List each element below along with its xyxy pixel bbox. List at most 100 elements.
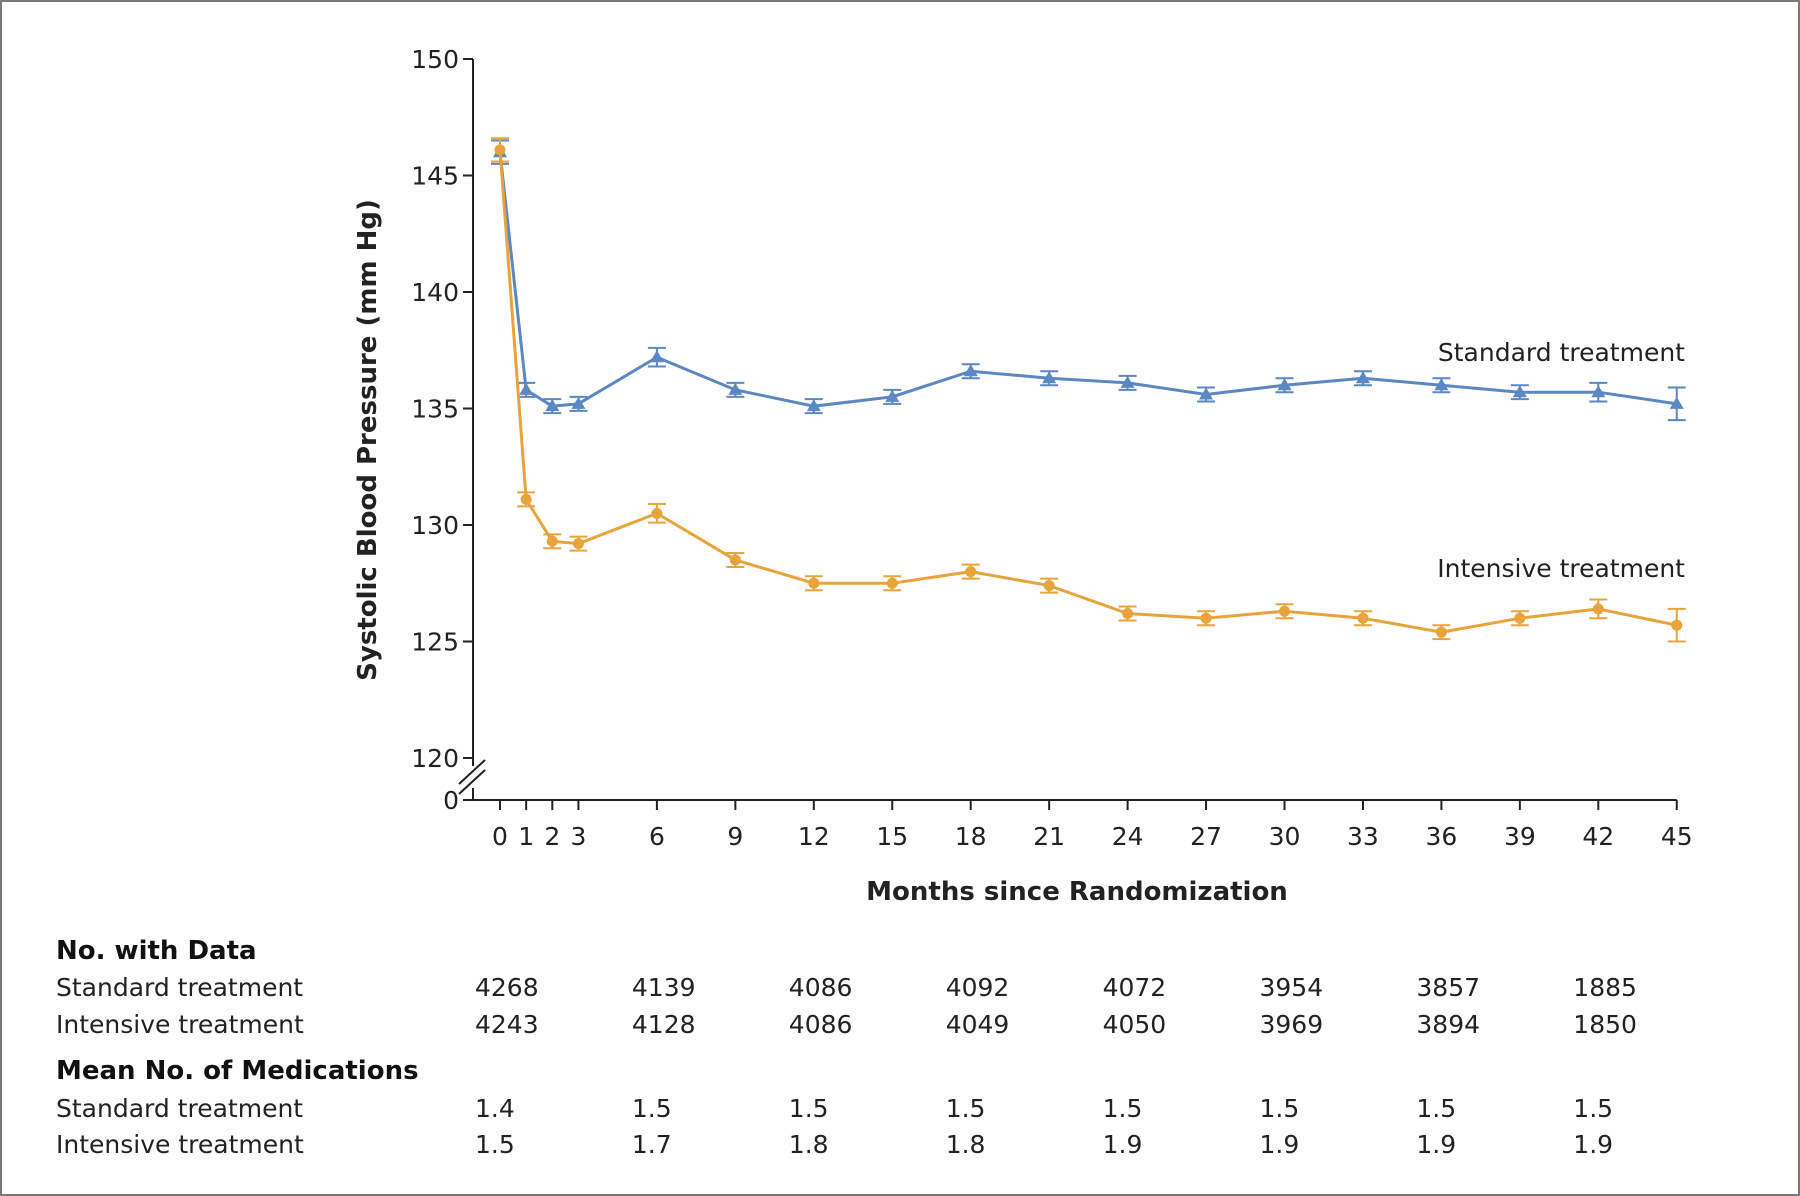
table-cell: 1.5 <box>1573 1094 1613 1123</box>
x-tick-label: 33 <box>1347 822 1379 851</box>
table-cell: 1885 <box>1573 973 1637 1002</box>
no-with-data-intensive-label: Intensive treatment <box>56 1010 304 1039</box>
table-cell: 4243 <box>475 1010 539 1039</box>
data-point <box>1355 371 1370 384</box>
x-tick-label: 18 <box>955 822 987 851</box>
table-cell: 1.8 <box>946 1130 986 1159</box>
y-tick-label: 120 <box>411 744 459 773</box>
y-tick-label: 150 <box>411 45 459 74</box>
x-tick-label: 36 <box>1425 822 1457 851</box>
data-point <box>965 566 977 578</box>
table-cell: 4268 <box>475 973 539 1002</box>
data-point <box>1120 375 1135 388</box>
y-tick-label: 135 <box>411 395 459 424</box>
data-point <box>1200 612 1212 624</box>
data-point <box>1043 580 1055 592</box>
table-cell: 1.9 <box>1416 1130 1456 1159</box>
table-cells: 4268 4139 4086 4092 4072 3954 3857 1885 4243 4128… <box>475 973 1637 1159</box>
medications-standard-label: Standard treatment <box>56 1094 303 1123</box>
data-point <box>1591 385 1606 398</box>
y-axis-title: Systolic Blood Pressure (mm Hg) <box>353 199 383 681</box>
standard-series-label: Standard treatment <box>1438 338 1685 367</box>
no-with-data-heading: No. with Data <box>56 936 257 966</box>
table-cell: 4050 <box>1103 1010 1167 1039</box>
table-cell: 4049 <box>946 1010 1010 1039</box>
table-cell: 1.5 <box>475 1130 515 1159</box>
x-tick-label: 42 <box>1582 822 1614 851</box>
table-cell: 1.5 <box>1416 1094 1456 1123</box>
data-point <box>1669 396 1684 409</box>
series-group <box>491 137 1686 643</box>
x-tick-label: 45 <box>1661 822 1693 851</box>
data-point <box>1199 387 1214 400</box>
x-axis-title: Months since Randomization <box>866 877 1288 907</box>
x-tick-label: 24 <box>1112 822 1144 851</box>
table-cell: 4072 <box>1103 973 1167 1002</box>
table-cell: 1.9 <box>1260 1130 1300 1159</box>
data-point <box>729 554 741 566</box>
table-cell: 4092 <box>946 973 1010 1002</box>
x-tick-label: 21 <box>1033 822 1065 851</box>
x-tick-label: 9 <box>727 822 743 851</box>
table-cell: 3969 <box>1260 1010 1324 1039</box>
data-point <box>963 364 978 377</box>
x-tick-label: 6 <box>649 822 665 851</box>
table-cell: 1.4 <box>475 1094 515 1123</box>
no-with-data-standard-label: Standard treatment <box>56 973 303 1002</box>
table-cell: 1.5 <box>946 1094 986 1123</box>
data-point <box>545 399 560 412</box>
data-point <box>1042 371 1057 384</box>
data-point <box>649 350 664 363</box>
series-line <box>498 152 1677 408</box>
table-cell: 1.9 <box>1573 1130 1613 1159</box>
data-point <box>520 493 532 505</box>
data-point <box>808 577 820 589</box>
x-tick-label: 3 <box>570 822 586 851</box>
table-cell: 1.9 <box>1103 1130 1143 1159</box>
axis-break-mark <box>458 769 486 795</box>
data-point <box>571 396 586 409</box>
data-point <box>1514 612 1526 624</box>
data-point <box>546 535 558 547</box>
data-point <box>728 382 743 395</box>
data-table: No. with Data Standard treatment Intensi… <box>56 936 1637 1159</box>
table-cell: 4086 <box>789 973 853 1002</box>
x-tick-label: 2 <box>544 822 560 851</box>
data-point <box>1122 608 1134 620</box>
data-point <box>1512 385 1527 398</box>
x-tick-label: 39 <box>1504 822 1536 851</box>
data-point <box>1357 612 1369 624</box>
table-cell: 4139 <box>632 973 696 1002</box>
y-tick-label: 140 <box>411 278 459 307</box>
data-point <box>885 389 900 402</box>
x-tick-label: 30 <box>1269 822 1301 851</box>
data-point <box>806 399 821 412</box>
x-tick-label: 12 <box>798 822 830 851</box>
data-point <box>1435 626 1447 638</box>
table-cell: 4128 <box>632 1010 696 1039</box>
intensive-series-label: Intensive treatment <box>1437 554 1685 583</box>
table-cell: 1.5 <box>632 1094 672 1123</box>
data-point <box>1277 378 1292 391</box>
data-point <box>572 538 584 550</box>
data-point <box>1671 619 1683 631</box>
series-layer <box>491 137 1686 643</box>
y-tick-label: 145 <box>411 162 459 191</box>
table-cell: 1.8 <box>789 1130 829 1159</box>
table-cell: 3954 <box>1260 973 1324 1002</box>
data-point <box>1434 378 1449 391</box>
medications-intensive-label: Intensive treatment <box>56 1130 304 1159</box>
table-cell: 4086 <box>789 1010 853 1039</box>
y-tick-label: 0 <box>443 786 459 815</box>
data-point <box>1279 605 1290 617</box>
medications-heading: Mean No. of Medications <box>56 1056 419 1086</box>
data-point <box>651 507 663 519</box>
x-tick-label: 27 <box>1190 822 1222 851</box>
table-cell: 1.5 <box>789 1094 829 1123</box>
series-group <box>491 139 1686 422</box>
data-point <box>1592 603 1604 615</box>
data-point <box>519 382 534 395</box>
